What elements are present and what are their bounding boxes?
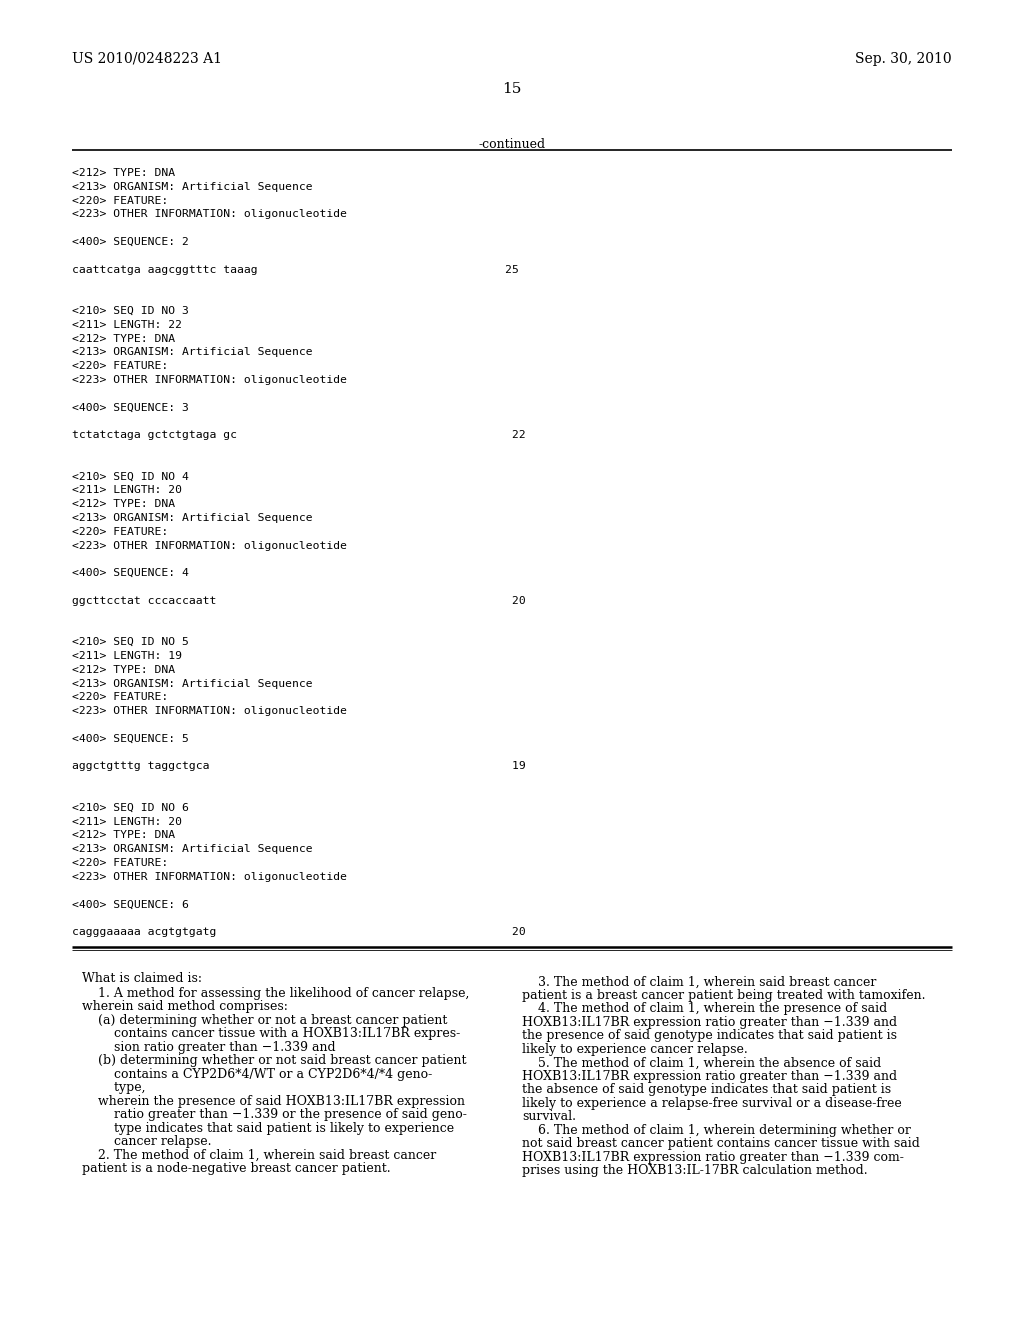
Text: <212> TYPE: DNA: <212> TYPE: DNA [72, 830, 175, 841]
Text: <210> SEQ ID NO 6: <210> SEQ ID NO 6 [72, 803, 188, 813]
Text: <400> SEQUENCE: 4: <400> SEQUENCE: 4 [72, 568, 188, 578]
Text: <213> ORGANISM: Artificial Sequence: <213> ORGANISM: Artificial Sequence [72, 513, 312, 523]
Text: <400> SEQUENCE: 6: <400> SEQUENCE: 6 [72, 899, 188, 909]
Text: <223> OTHER INFORMATION: oligonucleotide: <223> OTHER INFORMATION: oligonucleotide [72, 375, 347, 385]
Text: <220> FEATURE:: <220> FEATURE: [72, 858, 168, 869]
Text: <220> FEATURE:: <220> FEATURE: [72, 693, 168, 702]
Text: <211> LENGTH: 19: <211> LENGTH: 19 [72, 651, 182, 661]
Text: <213> ORGANISM: Artificial Sequence: <213> ORGANISM: Artificial Sequence [72, 845, 312, 854]
Text: Sep. 30, 2010: Sep. 30, 2010 [855, 51, 952, 66]
Text: <220> FEATURE:: <220> FEATURE: [72, 195, 168, 206]
Text: <210> SEQ ID NO 5: <210> SEQ ID NO 5 [72, 638, 188, 647]
Text: <223> OTHER INFORMATION: oligonucleotide: <223> OTHER INFORMATION: oligonucleotide [72, 706, 347, 717]
Text: the presence of said genotype indicates that said patient is: the presence of said genotype indicates … [522, 1030, 897, 1043]
Text: wherein said method comprises:: wherein said method comprises: [82, 1001, 288, 1014]
Text: likely to experience cancer relapse.: likely to experience cancer relapse. [522, 1043, 748, 1056]
Text: cagggaaaaa acgtgtgatg                                           20: cagggaaaaa acgtgtgatg 20 [72, 927, 525, 937]
Text: likely to experience a relapse-free survival or a disease-free: likely to experience a relapse-free surv… [522, 1097, 902, 1110]
Text: <400> SEQUENCE: 3: <400> SEQUENCE: 3 [72, 403, 188, 413]
Text: <210> SEQ ID NO 3: <210> SEQ ID NO 3 [72, 306, 188, 315]
Text: <223> OTHER INFORMATION: oligonucleotide: <223> OTHER INFORMATION: oligonucleotide [72, 210, 347, 219]
Text: (a) determining whether or not a breast cancer patient: (a) determining whether or not a breast … [82, 1014, 447, 1027]
Text: <223> OTHER INFORMATION: oligonucleotide: <223> OTHER INFORMATION: oligonucleotide [72, 871, 347, 882]
Text: <211> LENGTH: 20: <211> LENGTH: 20 [72, 486, 182, 495]
Text: type,: type, [82, 1081, 145, 1094]
Text: <213> ORGANISM: Artificial Sequence: <213> ORGANISM: Artificial Sequence [72, 347, 312, 358]
Text: ggcttcctat cccaccaatt                                           20: ggcttcctat cccaccaatt 20 [72, 595, 525, 606]
Text: 4. The method of claim 1, wherein the presence of said: 4. The method of claim 1, wherein the pr… [522, 1002, 887, 1015]
Text: 6. The method of claim 1, wherein determining whether or: 6. The method of claim 1, wherein determ… [522, 1123, 911, 1137]
Text: <210> SEQ ID NO 4: <210> SEQ ID NO 4 [72, 471, 188, 482]
Text: <220> FEATURE:: <220> FEATURE: [72, 527, 168, 537]
Text: <223> OTHER INFORMATION: oligonucleotide: <223> OTHER INFORMATION: oligonucleotide [72, 541, 347, 550]
Text: <212> TYPE: DNA: <212> TYPE: DNA [72, 499, 175, 510]
Text: caattcatga aagcggtttc taaag                                    25: caattcatga aagcggtttc taaag 25 [72, 264, 519, 275]
Text: 3. The method of claim 1, wherein said breast cancer: 3. The method of claim 1, wherein said b… [522, 975, 877, 989]
Text: <212> TYPE: DNA: <212> TYPE: DNA [72, 665, 175, 675]
Text: US 2010/0248223 A1: US 2010/0248223 A1 [72, 51, 222, 66]
Text: survival.: survival. [522, 1110, 575, 1123]
Text: <212> TYPE: DNA: <212> TYPE: DNA [72, 168, 175, 178]
Text: not said breast cancer patient contains cancer tissue with said: not said breast cancer patient contains … [522, 1138, 920, 1150]
Text: HOXB13:IL17BR expression ratio greater than −1.339 and: HOXB13:IL17BR expression ratio greater t… [522, 1016, 897, 1028]
Text: cancer relapse.: cancer relapse. [82, 1135, 212, 1148]
Text: <211> LENGTH: 20: <211> LENGTH: 20 [72, 817, 182, 826]
Text: contains a CYP2D6*4/WT or a CYP2D6*4/*4 geno-: contains a CYP2D6*4/WT or a CYP2D6*4/*4 … [82, 1068, 432, 1081]
Text: -continued: -continued [478, 139, 546, 150]
Text: ratio greater than −1.339 or the presence of said geno-: ratio greater than −1.339 or the presenc… [82, 1109, 467, 1121]
Text: tctatctaga gctctgtaga gc                                        22: tctatctaga gctctgtaga gc 22 [72, 430, 525, 440]
Text: type indicates that said patient is likely to experience: type indicates that said patient is like… [82, 1122, 454, 1135]
Text: 1. A method for assessing the likelihood of cancer relapse,: 1. A method for assessing the likelihood… [82, 987, 469, 999]
Text: patient is a breast cancer patient being treated with tamoxifen.: patient is a breast cancer patient being… [522, 989, 926, 1002]
Text: <400> SEQUENCE: 2: <400> SEQUENCE: 2 [72, 238, 188, 247]
Text: HOXB13:IL17BR expression ratio greater than −1.339 com-: HOXB13:IL17BR expression ratio greater t… [522, 1151, 904, 1164]
Text: 15: 15 [503, 82, 521, 96]
Text: prises using the HOXB13:IL-17BR calculation method.: prises using the HOXB13:IL-17BR calculat… [522, 1164, 867, 1177]
Text: the absence of said genotype indicates that said patient is: the absence of said genotype indicates t… [522, 1084, 891, 1097]
Text: HOXB13:IL17BR expression ratio greater than −1.339 and: HOXB13:IL17BR expression ratio greater t… [522, 1069, 897, 1082]
Text: (b) determining whether or not said breast cancer patient: (b) determining whether or not said brea… [82, 1055, 467, 1068]
Text: <211> LENGTH: 22: <211> LENGTH: 22 [72, 319, 182, 330]
Text: What is claimed is:: What is claimed is: [82, 973, 202, 985]
Text: <400> SEQUENCE: 5: <400> SEQUENCE: 5 [72, 734, 188, 743]
Text: patient is a node-negative breast cancer patient.: patient is a node-negative breast cancer… [82, 1163, 390, 1175]
Text: <213> ORGANISM: Artificial Sequence: <213> ORGANISM: Artificial Sequence [72, 182, 312, 191]
Text: 2. The method of claim 1, wherein said breast cancer: 2. The method of claim 1, wherein said b… [82, 1148, 436, 1162]
Text: wherein the presence of said HOXB13:IL17BR expression: wherein the presence of said HOXB13:IL17… [82, 1094, 465, 1107]
Text: contains cancer tissue with a HOXB13:IL17BR expres-: contains cancer tissue with a HOXB13:IL1… [82, 1027, 460, 1040]
Text: <212> TYPE: DNA: <212> TYPE: DNA [72, 334, 175, 343]
Text: aggctgtttg taggctgca                                            19: aggctgtttg taggctgca 19 [72, 762, 525, 771]
Text: <213> ORGANISM: Artificial Sequence: <213> ORGANISM: Artificial Sequence [72, 678, 312, 689]
Text: sion ratio greater than −1.339 and: sion ratio greater than −1.339 and [82, 1040, 336, 1053]
Text: 5. The method of claim 1, wherein the absence of said: 5. The method of claim 1, wherein the ab… [522, 1056, 882, 1069]
Text: <220> FEATURE:: <220> FEATURE: [72, 362, 168, 371]
